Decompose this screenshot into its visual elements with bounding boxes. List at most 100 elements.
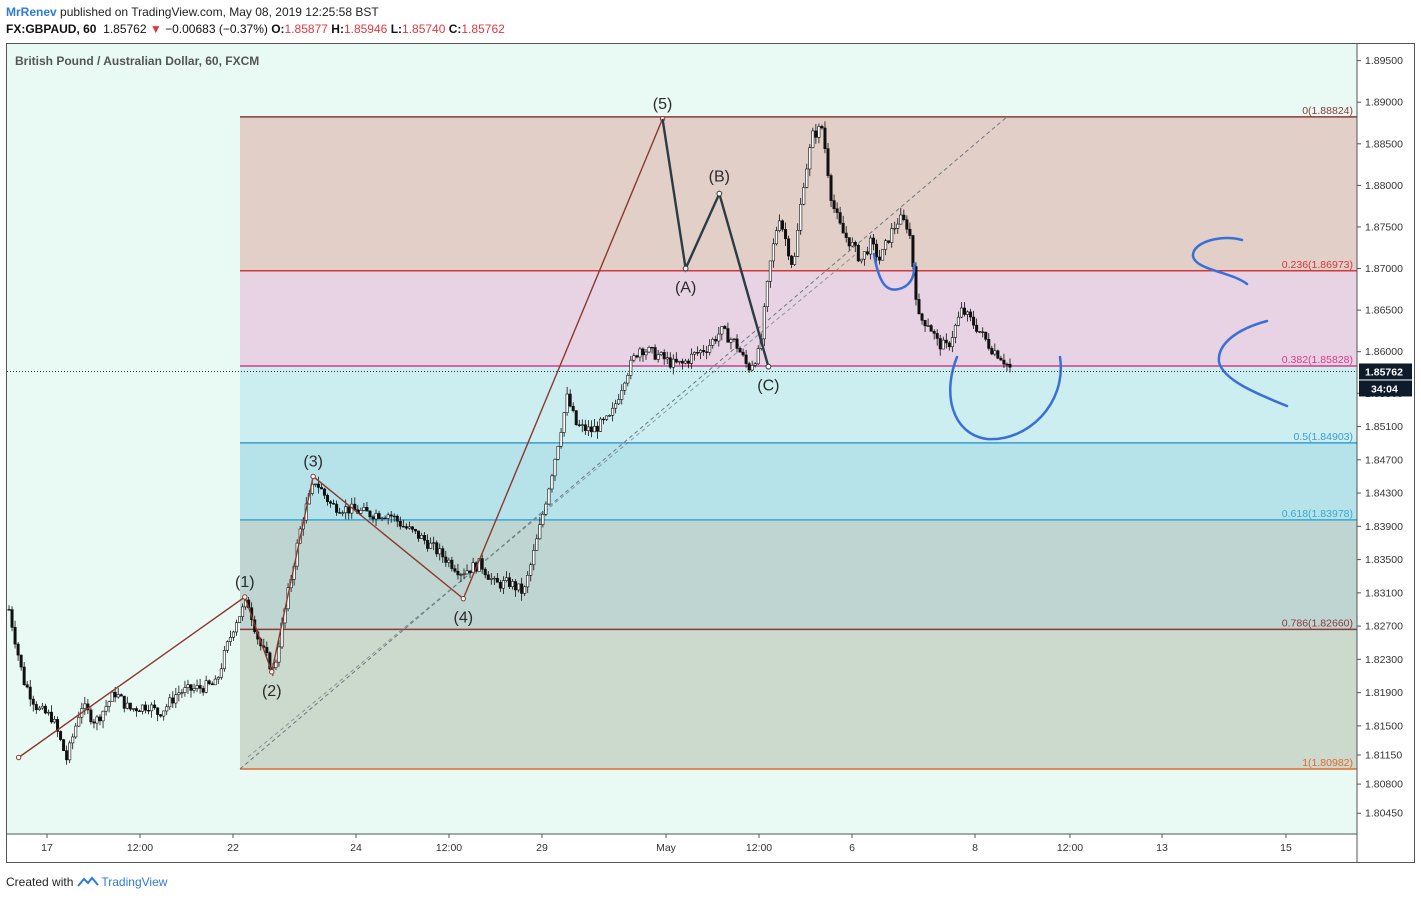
candle xyxy=(325,493,329,506)
candle-body xyxy=(329,501,333,504)
candle xyxy=(162,710,166,721)
candle-body xyxy=(335,503,339,513)
candle-body xyxy=(811,130,815,148)
candle-body xyxy=(541,513,545,525)
candle-body xyxy=(526,575,530,588)
candle xyxy=(620,384,624,405)
candle xyxy=(890,222,894,248)
candle-body xyxy=(125,702,129,709)
candle-body xyxy=(225,641,229,651)
candle xyxy=(171,691,175,709)
candle xyxy=(729,337,733,350)
candle-body xyxy=(359,510,363,514)
candle xyxy=(878,249,882,265)
candle-body xyxy=(56,719,60,732)
candle xyxy=(950,330,954,353)
wave-label-4: (4) xyxy=(454,610,474,627)
candle-body xyxy=(131,708,135,710)
candle-body xyxy=(935,333,939,339)
candle xyxy=(665,351,669,365)
candle xyxy=(699,348,703,360)
candle-body xyxy=(838,212,842,224)
tradingview-link[interactable]: TradingView xyxy=(77,875,167,889)
candle xyxy=(153,700,157,710)
candle-body xyxy=(793,256,797,265)
candle xyxy=(471,557,475,573)
fib-label-0-382: 0.382(1.85828) xyxy=(1282,354,1353,366)
candle-body xyxy=(325,495,329,503)
fib-zone xyxy=(240,270,1357,366)
candle xyxy=(277,640,281,667)
candle-body xyxy=(632,355,636,361)
candle xyxy=(784,222,788,247)
candle-body xyxy=(116,694,120,698)
candle-body xyxy=(674,358,678,363)
chart-container[interactable]: 0(1.88824) 0.236(1.86973) 0.382(1.85828) 0.… xyxy=(6,43,1415,863)
created-with-text: Created with xyxy=(6,875,74,889)
candle-body xyxy=(183,687,187,693)
candle-body xyxy=(559,432,563,447)
candle-body xyxy=(614,403,618,409)
candle xyxy=(638,346,642,362)
candle xyxy=(459,572,463,582)
author-link[interactable]: MrRenev xyxy=(6,5,57,19)
candle xyxy=(441,545,445,563)
time-tick-label: 12:00 xyxy=(436,842,462,854)
candle xyxy=(999,355,1003,361)
candle-body xyxy=(319,487,323,490)
candle xyxy=(341,510,345,517)
candle xyxy=(674,352,678,364)
candle-body xyxy=(890,228,894,243)
candle-body xyxy=(165,706,169,712)
candle-body xyxy=(535,538,539,551)
candle xyxy=(274,659,278,671)
candle-body xyxy=(744,354,748,364)
candle xyxy=(966,310,970,322)
candle xyxy=(435,540,439,557)
candle xyxy=(46,709,50,716)
candle xyxy=(159,714,163,718)
candle xyxy=(362,502,366,512)
candle xyxy=(847,237,851,251)
candle-body xyxy=(623,382,627,391)
candle xyxy=(859,258,863,264)
candle xyxy=(25,681,29,689)
candle-body xyxy=(365,507,369,512)
candle-body xyxy=(762,306,766,340)
candle-body xyxy=(920,313,924,321)
candle-body xyxy=(817,126,821,138)
candle xyxy=(935,329,939,346)
candle xyxy=(583,419,587,435)
price-tick-label: 1.88500 xyxy=(1365,138,1403,150)
wave-point xyxy=(242,594,248,600)
candle-body xyxy=(602,418,606,421)
fib-label-1: 1(1.80982) xyxy=(1302,757,1353,769)
candle-body xyxy=(504,577,508,581)
candle-body xyxy=(868,237,872,255)
price-chart[interactable]: 0(1.88824) 0.236(1.86973) 0.382(1.85828) 0.… xyxy=(7,44,1414,862)
candle xyxy=(216,676,220,685)
candle-body xyxy=(784,229,788,240)
symbol-name: FX:GBPAUD, 60 xyxy=(6,22,97,36)
candle-body xyxy=(865,251,869,255)
candle xyxy=(465,564,469,575)
candle-body xyxy=(371,516,375,520)
candle xyxy=(595,421,599,439)
candle-body xyxy=(95,716,99,724)
fib-zone xyxy=(240,519,1357,630)
candle-body xyxy=(765,281,769,307)
candle-body xyxy=(186,684,190,688)
candle xyxy=(835,202,839,220)
abc-label-b: (B) xyxy=(709,169,730,186)
candle xyxy=(374,509,378,527)
candle xyxy=(814,124,818,144)
candle-body xyxy=(31,698,35,705)
candle xyxy=(996,349,1000,360)
candle-body xyxy=(514,581,518,591)
candle xyxy=(659,351,663,357)
candle xyxy=(811,127,815,149)
candle xyxy=(662,349,666,365)
candle-body xyxy=(741,351,745,356)
candle xyxy=(826,143,830,179)
candle xyxy=(598,417,602,432)
